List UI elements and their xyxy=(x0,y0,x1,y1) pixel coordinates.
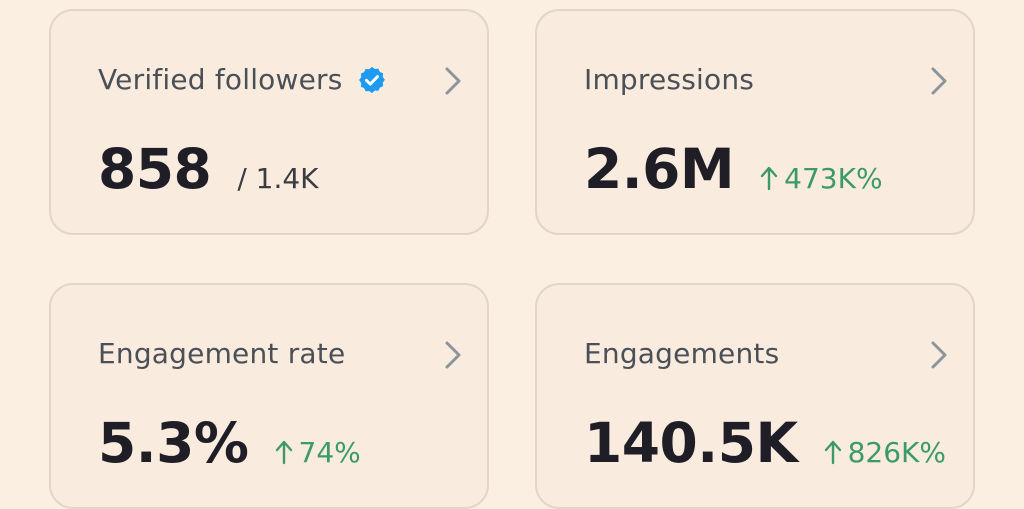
card-impressions[interactable]: Impressions 2.6M 473K% xyxy=(535,9,975,235)
metric-delta-value: 473K% xyxy=(784,162,883,195)
chevron-right-icon[interactable] xyxy=(439,337,467,373)
metric-value: 140.5K xyxy=(584,411,798,475)
value-row: 858 / 1.4K xyxy=(98,137,319,201)
chevron-right-icon[interactable] xyxy=(439,63,467,99)
metric-delta-value: 826K% xyxy=(847,436,947,469)
card-verified-followers[interactable]: Verified followers 858 / 1.4K xyxy=(49,9,489,235)
card-label: Verified followers xyxy=(98,63,343,96)
card-label: Engagement rate xyxy=(98,337,346,370)
card-label-wrapper: Verified followers xyxy=(98,63,387,96)
card-label-wrapper: Engagement rate xyxy=(98,337,345,370)
card-engagement-rate[interactable]: Engagement rate 5.3% 74% xyxy=(49,283,489,509)
card-label-wrapper: Engagements xyxy=(584,337,779,370)
metric-total: / 1.4K xyxy=(237,162,319,195)
chevron-right-icon[interactable] xyxy=(925,337,953,373)
arrow-up-icon xyxy=(760,166,778,191)
chevron-right-icon[interactable] xyxy=(925,63,953,99)
metric-value: 5.3% xyxy=(98,411,249,475)
value-row: 5.3% 74% xyxy=(98,411,361,475)
metric-delta: 473K% xyxy=(760,162,883,195)
arrow-up-icon xyxy=(824,440,841,465)
arrow-up-icon xyxy=(275,440,292,465)
metric-value: 2.6M xyxy=(584,137,735,201)
verified-badge-icon xyxy=(358,66,385,93)
card-label-wrapper: Impressions xyxy=(584,63,754,96)
metric-delta: 826K% xyxy=(824,436,946,469)
value-row: 2.6M 473K% xyxy=(584,137,883,201)
metric-delta: 74% xyxy=(275,436,361,469)
value-row: 140.5K 826K% xyxy=(584,411,946,475)
card-engagements[interactable]: Engagements 140.5K 826K% xyxy=(535,283,975,509)
metric-value: 858 xyxy=(98,137,212,201)
metric-delta-value: 74% xyxy=(298,436,361,469)
card-label: Engagements xyxy=(584,337,780,370)
card-label: Impressions xyxy=(584,63,755,96)
